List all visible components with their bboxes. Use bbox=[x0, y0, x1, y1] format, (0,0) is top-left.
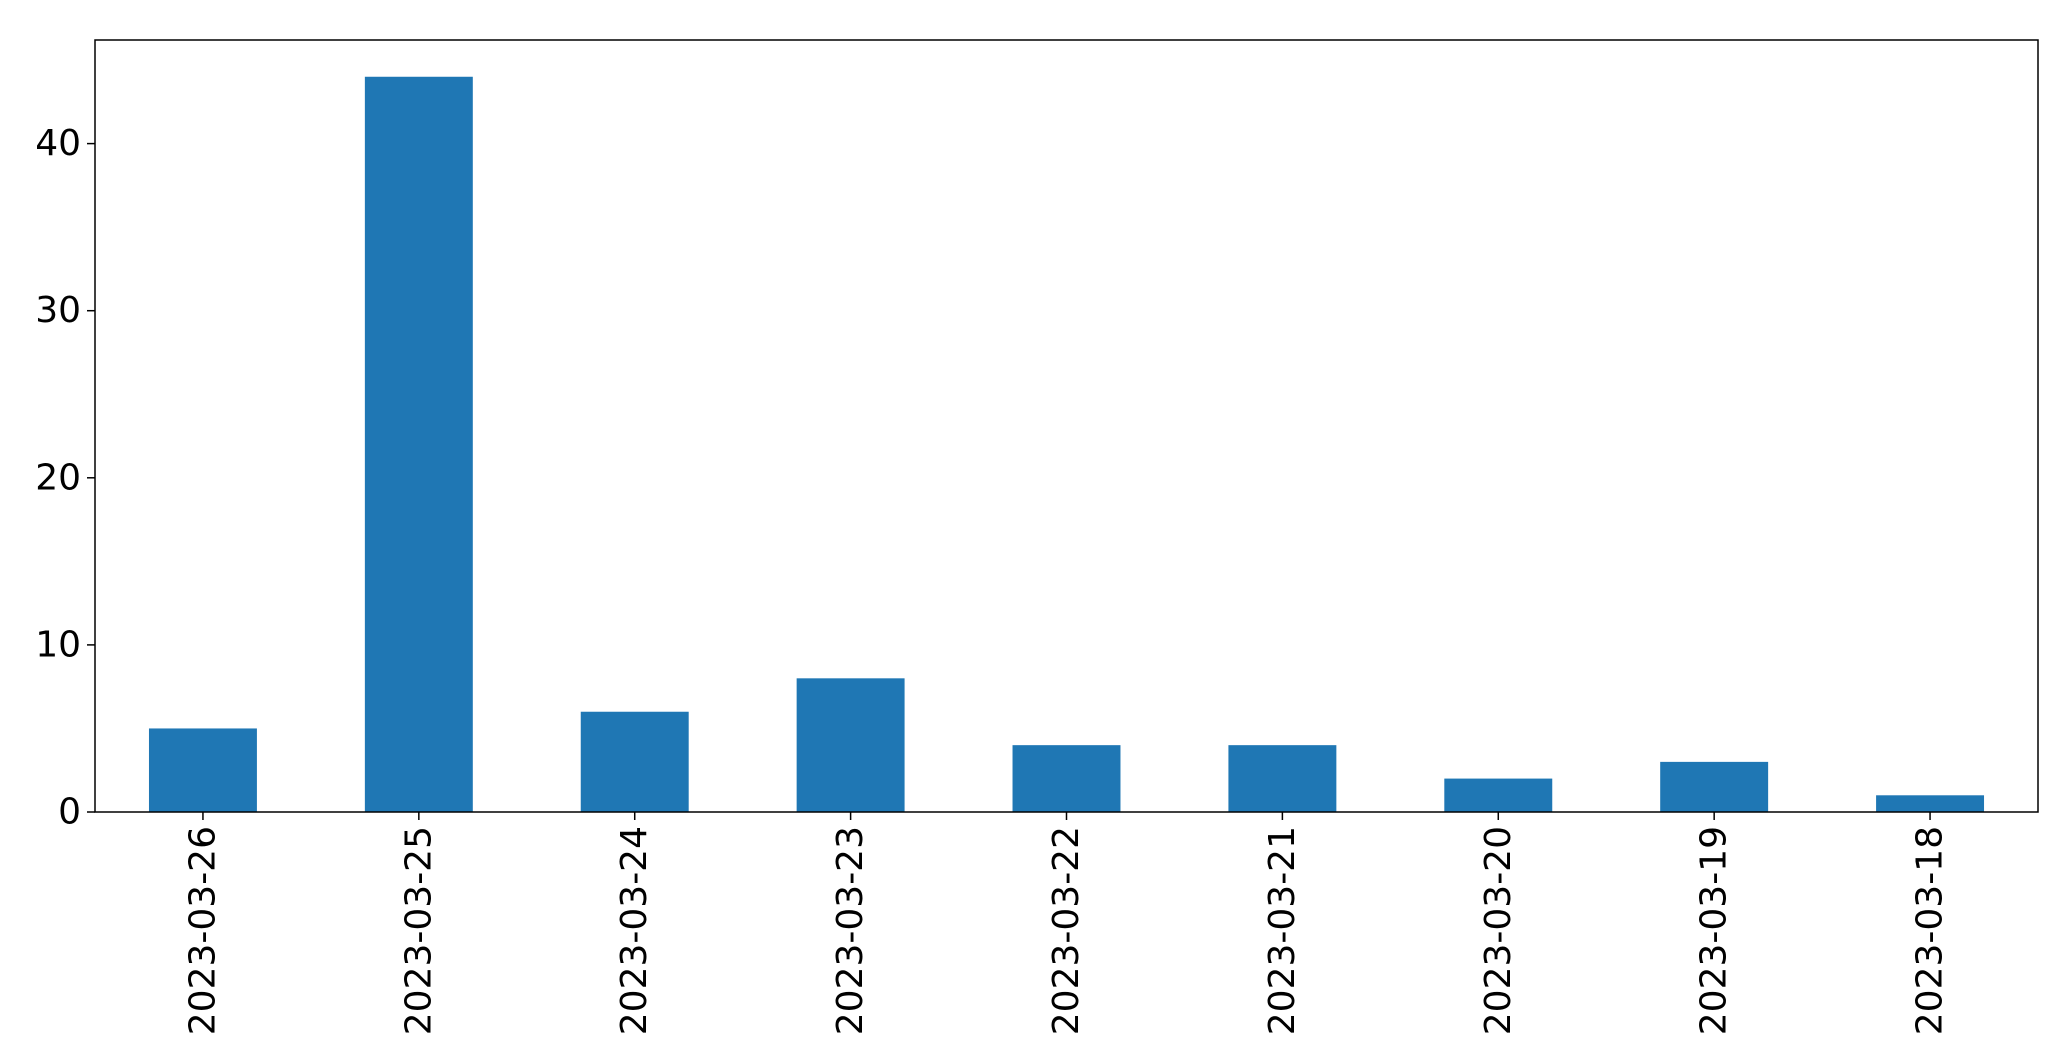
x-axis-ticks: 2023-03-26 2023-03-25 2023-03-24 2023-03-23… bbox=[182, 812, 1951, 1035]
bar-2023-03-25 bbox=[364, 76, 473, 812]
bar-2023-03-24 bbox=[580, 711, 689, 812]
y-tick-label: 40 bbox=[35, 123, 81, 164]
bar-2023-03-19 bbox=[1660, 761, 1769, 812]
y-tick-label: 30 bbox=[35, 290, 81, 331]
x-tick-label: 2023-03-20 bbox=[1478, 826, 1519, 1035]
x-tick-label: 2023-03-18 bbox=[1910, 826, 1951, 1035]
bar-2023-03-23 bbox=[796, 678, 905, 812]
bars-group bbox=[148, 76, 1985, 812]
x-tick-label: 2023-03-23 bbox=[830, 826, 871, 1035]
bar-2023-03-18 bbox=[1876, 795, 1985, 812]
bar-2023-03-26 bbox=[148, 728, 257, 812]
x-tick-label: 2023-03-19 bbox=[1694, 826, 1735, 1035]
bar-2023-03-22 bbox=[1012, 745, 1121, 812]
x-tick-label: 2023-03-24 bbox=[614, 826, 655, 1035]
y-axis-ticks: 0 10 20 30 40 bbox=[35, 123, 95, 833]
x-tick-label: 2023-03-26 bbox=[182, 826, 223, 1035]
y-tick-label: 0 bbox=[58, 792, 81, 833]
x-tick-label: 2023-03-21 bbox=[1262, 826, 1303, 1035]
y-tick-label: 20 bbox=[35, 457, 81, 498]
bar-2023-03-21 bbox=[1228, 745, 1337, 812]
x-tick-label: 2023-03-25 bbox=[398, 826, 439, 1035]
y-tick-label: 10 bbox=[35, 624, 81, 665]
plot-frame bbox=[94, 39, 2039, 813]
bar-2023-03-20 bbox=[1444, 778, 1553, 812]
x-tick-label: 2023-03-22 bbox=[1046, 826, 1087, 1035]
